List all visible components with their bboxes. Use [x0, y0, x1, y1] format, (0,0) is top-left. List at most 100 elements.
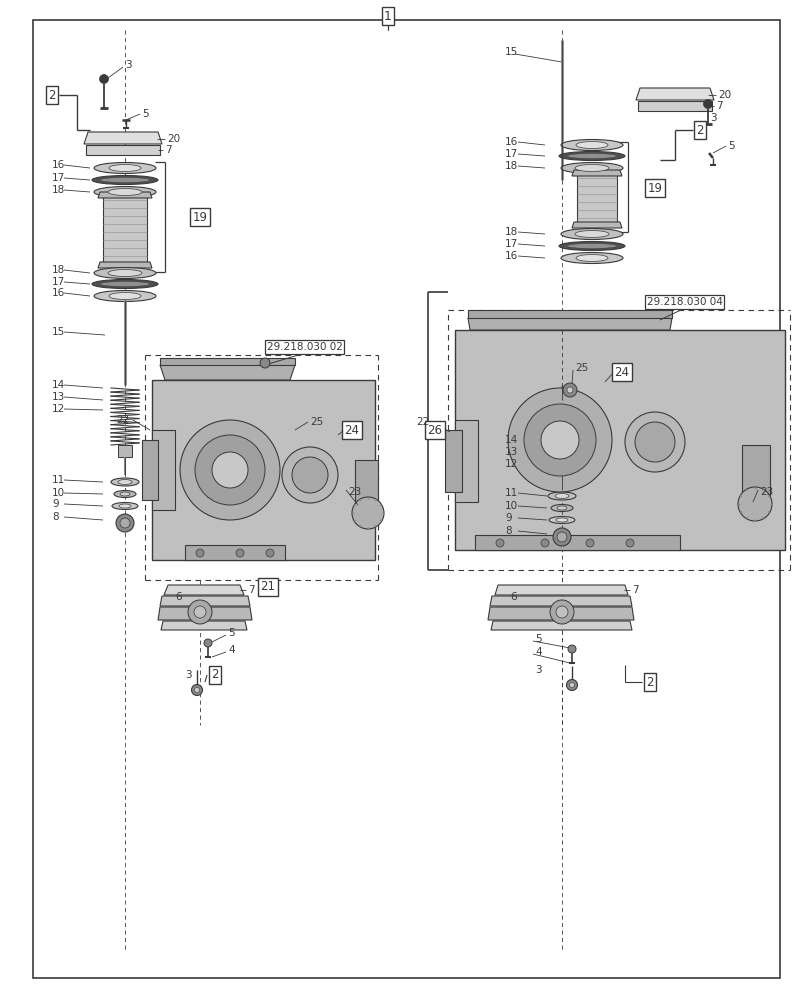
Text: 3: 3 [185, 670, 191, 680]
Ellipse shape [556, 518, 568, 522]
Text: 5: 5 [534, 634, 541, 644]
Ellipse shape [556, 506, 566, 510]
Circle shape [625, 539, 633, 547]
Polygon shape [474, 535, 679, 550]
Ellipse shape [109, 292, 141, 300]
Text: 23: 23 [759, 487, 772, 497]
Polygon shape [489, 596, 631, 606]
Ellipse shape [560, 229, 622, 239]
Ellipse shape [108, 269, 142, 276]
Ellipse shape [114, 490, 135, 497]
Ellipse shape [94, 162, 156, 174]
Text: 26: 26 [427, 424, 442, 436]
Polygon shape [571, 170, 621, 176]
Ellipse shape [118, 480, 132, 485]
Ellipse shape [560, 139, 622, 151]
Ellipse shape [551, 504, 573, 512]
Polygon shape [467, 318, 672, 330]
Text: 17: 17 [504, 149, 517, 159]
Text: 10: 10 [504, 501, 517, 511]
Circle shape [552, 528, 570, 546]
Text: 29.218.030 04: 29.218.030 04 [646, 297, 722, 307]
Circle shape [568, 645, 575, 653]
Text: 11: 11 [52, 475, 65, 485]
Ellipse shape [100, 282, 150, 286]
Text: 3: 3 [709, 113, 716, 123]
Polygon shape [161, 621, 247, 630]
Text: 25: 25 [574, 363, 587, 373]
Ellipse shape [558, 241, 624, 250]
Polygon shape [98, 192, 152, 198]
Polygon shape [354, 460, 378, 505]
Polygon shape [487, 607, 633, 620]
Text: 16: 16 [52, 160, 65, 170]
Circle shape [180, 420, 280, 520]
Polygon shape [571, 222, 621, 228]
Text: 16: 16 [504, 137, 517, 147]
Ellipse shape [120, 492, 130, 496]
Circle shape [556, 532, 566, 542]
Text: 16: 16 [504, 251, 517, 261]
Circle shape [586, 539, 594, 547]
Circle shape [562, 383, 577, 397]
Circle shape [540, 421, 578, 459]
Ellipse shape [566, 243, 616, 248]
Text: 12: 12 [52, 404, 65, 414]
Text: 4: 4 [534, 647, 541, 657]
Text: 10: 10 [52, 488, 65, 498]
Text: 22: 22 [117, 415, 130, 425]
Polygon shape [444, 430, 461, 492]
Bar [554, 460, 569, 472]
Text: 18: 18 [504, 227, 517, 237]
Text: 2: 2 [646, 676, 653, 688]
Polygon shape [185, 545, 285, 560]
Text: 18: 18 [52, 185, 65, 195]
Circle shape [204, 639, 212, 647]
Text: 9: 9 [52, 499, 58, 509]
Text: 17: 17 [504, 239, 517, 249]
Text: 1: 1 [384, 10, 392, 23]
Polygon shape [454, 420, 478, 502]
Ellipse shape [560, 252, 622, 263]
Ellipse shape [575, 142, 607, 149]
Ellipse shape [558, 152, 624, 161]
Circle shape [702, 100, 711, 109]
Ellipse shape [92, 279, 158, 288]
Text: 13: 13 [504, 447, 517, 457]
Polygon shape [86, 145, 160, 155]
Ellipse shape [566, 154, 616, 159]
Text: 7: 7 [247, 585, 255, 595]
Text: 19: 19 [192, 211, 208, 224]
Text: 6: 6 [175, 592, 182, 602]
Polygon shape [84, 132, 162, 144]
Text: 22: 22 [416, 417, 430, 427]
Ellipse shape [111, 478, 139, 486]
Text: 8: 8 [504, 526, 511, 536]
Text: 15: 15 [52, 327, 65, 337]
Polygon shape [103, 194, 147, 262]
Circle shape [212, 452, 247, 488]
Polygon shape [637, 101, 711, 111]
Text: 12: 12 [504, 459, 517, 469]
Circle shape [195, 549, 204, 557]
Text: 3: 3 [534, 665, 541, 675]
Circle shape [634, 422, 674, 462]
Circle shape [260, 358, 270, 368]
Text: 14: 14 [504, 435, 517, 445]
Polygon shape [142, 440, 158, 500]
Ellipse shape [554, 493, 569, 498]
Ellipse shape [574, 231, 608, 237]
Circle shape [236, 549, 243, 557]
Text: 5: 5 [142, 109, 148, 119]
Circle shape [100, 75, 109, 84]
Ellipse shape [119, 504, 131, 508]
Circle shape [508, 388, 611, 492]
Text: 20: 20 [717, 90, 730, 100]
Circle shape [496, 539, 504, 547]
Text: 24: 24 [344, 424, 359, 436]
Text: 18: 18 [504, 161, 517, 171]
Circle shape [523, 404, 595, 476]
Circle shape [737, 487, 771, 521]
Circle shape [191, 684, 202, 696]
Circle shape [566, 387, 573, 393]
